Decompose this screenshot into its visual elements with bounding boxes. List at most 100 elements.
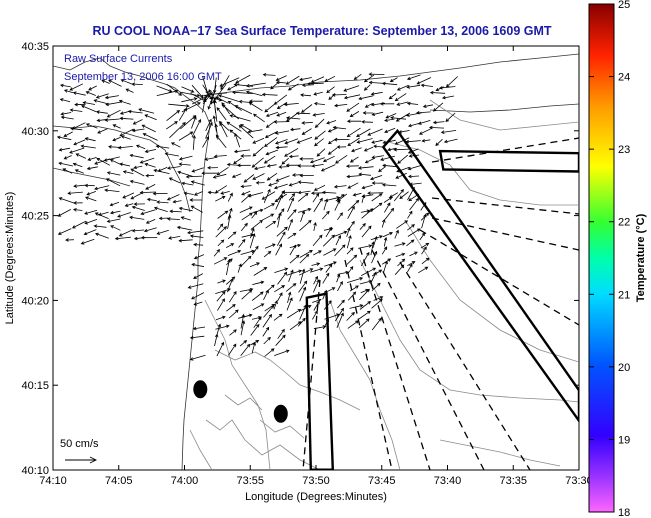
current-arrow [300,93,312,97]
current-arrow [262,313,272,328]
current-arrow [373,296,384,301]
current-arrow [311,262,321,266]
current-arrow [278,165,289,169]
shipping-lane [381,128,579,423]
current-arrow [297,164,314,168]
colorbar-label: Temperature (°C) [635,213,647,302]
current-arrow [84,183,95,188]
current-arrow [277,271,288,285]
current-arrow [313,197,323,213]
current-arrow [93,224,107,228]
current-arrow [239,340,248,347]
x-axis-label: Longitude (Degrees:Minutes) [245,491,387,503]
current-arrow [84,137,96,142]
current-arrow [216,107,227,121]
current-arrow [314,138,324,147]
current-arrow [346,227,351,237]
current-arrow [395,172,407,179]
current-arrow [405,112,422,117]
current-arrow [407,261,416,267]
current-arrow [421,246,427,255]
buoy-marker [193,380,208,399]
current-arrow [252,280,265,285]
current-arrow [103,156,120,162]
current-arrow [75,153,87,159]
current-arrow [118,99,131,105]
current-arrow [313,250,322,256]
current-arrow [336,312,344,328]
current-arrow [384,202,391,213]
current-arrow [247,129,263,134]
current-arrow [274,267,289,273]
y-tick-label: 40:25 [21,211,49,223]
y-tick-label: 40:15 [21,380,49,392]
current-arrow [215,96,229,104]
current-arrow [170,142,181,148]
current-arrow [371,282,381,291]
current-arrow [399,191,409,200]
current-arrow [367,191,384,195]
current-arrow [144,149,157,153]
current-arrow [276,101,288,109]
current-arrow [227,214,232,230]
current-arrow [314,130,326,140]
current-arrow [395,112,411,122]
current-arrow [95,232,109,239]
current-arrow [172,199,182,204]
current-arrow [97,128,108,134]
current-arrow [421,138,431,143]
y-axis: 40:35 40:30 40:25 40:20 40:15 40:10 [21,41,579,477]
current-arrow [226,303,236,312]
current-arrow [114,236,131,241]
current-arrow [385,113,397,119]
current-arrow [229,114,251,122]
current-arrow [183,191,194,196]
current-arrow [334,199,341,211]
current-arrow [58,197,75,204]
current-arrow [440,130,457,134]
current-arrow [131,228,145,233]
current-arrow [201,171,218,176]
current-arrow [346,311,355,321]
current-arrow [191,263,205,268]
current-arrow [59,98,71,103]
current-arrow [275,334,286,346]
current-arrow [347,137,360,147]
current-arrow [428,125,445,130]
current-arrow [192,95,209,105]
current-arrow [313,275,318,285]
current-arrow [322,234,335,247]
current-arrow [314,118,325,128]
annotation-line-2: September 13, 2006 16:00 GMT [64,71,222,83]
current-arrow [334,307,344,322]
current-arrow [407,224,415,231]
current-arrow [390,116,407,120]
current-arrow [70,127,83,131]
current-arrow [283,102,299,107]
current-arrow [263,289,269,300]
current-arrow [214,333,219,347]
current-arrow [407,263,413,273]
y-tick-label: 40:35 [21,41,49,53]
current-arrow [217,223,224,231]
current-arrow [395,252,406,258]
current-arrow [109,159,121,165]
current-arrow [252,137,265,144]
current-arrow [310,191,325,195]
current-arrow [94,212,109,219]
x-tick-label: 74:05 [105,475,133,487]
current-arrow [227,192,233,202]
current-arrow [215,134,227,148]
current-arrow [240,249,256,255]
current-arrow [407,228,421,237]
current-arrow [60,112,72,116]
current-arrow [213,257,228,265]
current-arrow [166,217,180,221]
current-arrow [297,190,311,195]
current-arrow [85,123,98,129]
current-arrow [155,144,170,149]
current-arrow [287,209,297,220]
current-arrow [192,134,196,150]
current-arrow [168,177,181,184]
current-arrow [202,136,210,148]
